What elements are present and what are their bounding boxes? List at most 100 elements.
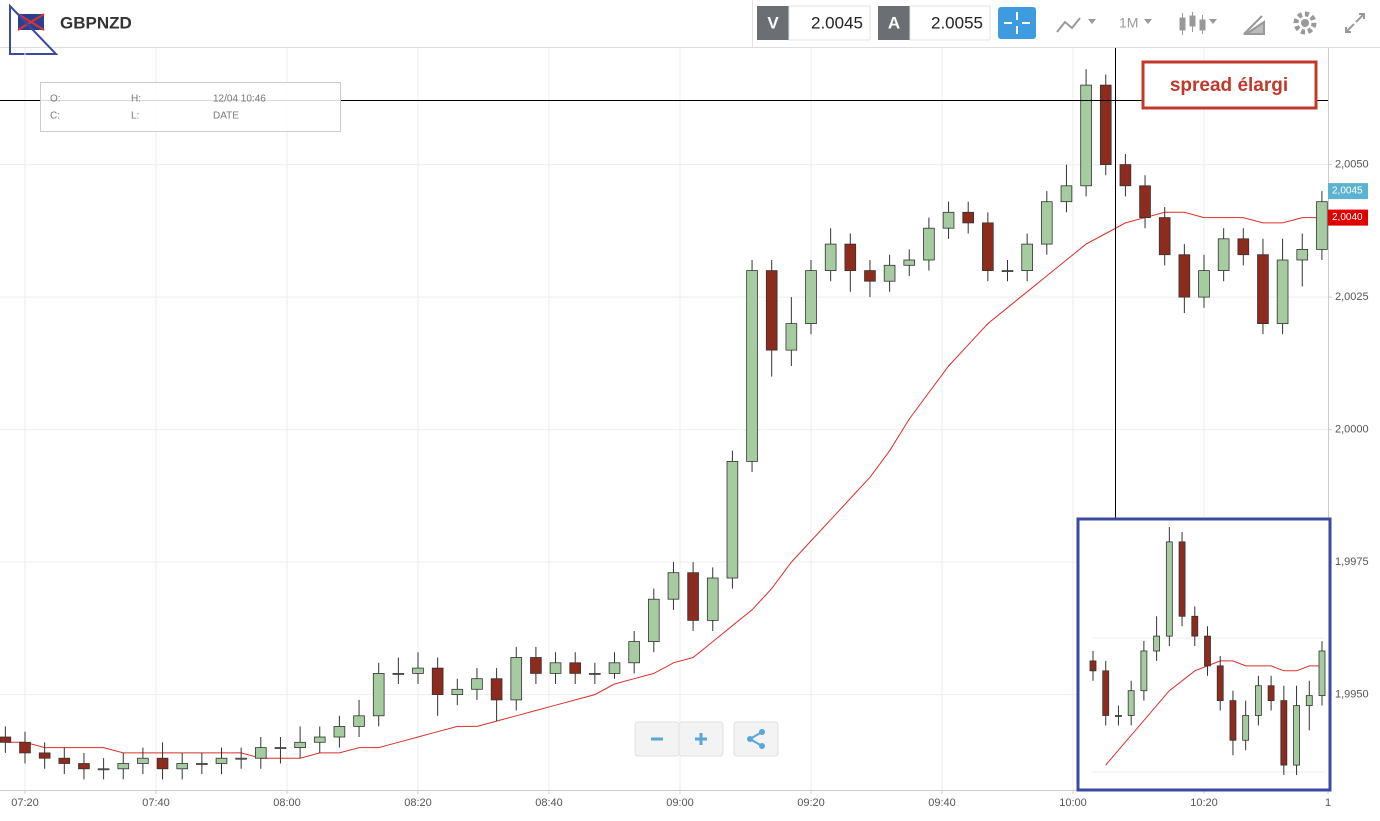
body	[628, 641, 640, 664]
inset-body	[1280, 700, 1288, 766]
crosshair-icon	[1004, 12, 1030, 34]
body	[0, 736, 12, 743]
x-tick-label: 10:20	[1190, 797, 1218, 809]
inset-body	[1140, 650, 1148, 692]
body	[156, 757, 169, 770]
x-tick-label: 09:00	[666, 797, 694, 809]
plus-icon	[695, 733, 707, 745]
bid-box	[788, 5, 871, 41]
body	[78, 763, 90, 770]
inset-moving-average	[1105, 660, 1322, 766]
timeframe[interactable]: 1M	[1119, 15, 1138, 31]
body	[97, 768, 110, 771]
settings-hub	[1301, 19, 1309, 27]
body	[1276, 259, 1289, 324]
body	[1257, 254, 1269, 324]
separator	[752, 0, 753, 47]
inset-body	[1089, 660, 1097, 672]
body	[1198, 270, 1210, 298]
body	[962, 211, 975, 224]
ask-price: 2.0055	[931, 13, 983, 32]
body	[215, 757, 228, 764]
y-tick-label: 2,0025	[1335, 291, 1369, 303]
body	[137, 757, 149, 764]
info-open-label: O:	[50, 94, 61, 105]
body	[667, 572, 680, 600]
info-box	[40, 82, 341, 132]
x-tick-label: 07:20	[11, 797, 39, 809]
body	[569, 662, 582, 674]
bid-price: 2.0045	[811, 13, 863, 32]
body	[824, 243, 837, 272]
ask-label: A	[888, 13, 900, 32]
body	[864, 270, 876, 282]
body	[1001, 270, 1014, 273]
annotation-box	[1141, 60, 1318, 110]
body	[1040, 201, 1053, 245]
body	[903, 259, 916, 266]
body	[117, 763, 130, 770]
share-dot	[759, 743, 765, 749]
price-axis-panel	[1328, 48, 1380, 821]
body	[1119, 164, 1132, 187]
body	[372, 673, 385, 717]
body	[706, 577, 719, 621]
body	[1296, 248, 1309, 261]
body	[38, 752, 51, 759]
share-button[interactable]	[733, 721, 779, 757]
settings-icon[interactable]	[1293, 11, 1317, 35]
body	[1021, 243, 1033, 272]
share-dot	[759, 729, 765, 735]
y-tick-label: 2,0050	[1335, 159, 1369, 171]
toolbar	[0, 0, 1380, 47]
ask-badge[interactable]	[878, 6, 910, 40]
x-tick-label: 07:40	[142, 797, 170, 809]
inset-plot	[1089, 527, 1326, 775]
body	[431, 667, 444, 695]
axes: 1,9950 1,9975 2,0000 2,0025 2,0050 07:20 07:40…	[11, 159, 1368, 809]
body	[647, 598, 660, 643]
body	[333, 726, 346, 738]
body	[235, 757, 247, 760]
body	[1099, 84, 1112, 165]
price-tag	[1328, 209, 1368, 226]
zoom-inset	[1076, 517, 1332, 792]
body	[785, 323, 798, 351]
inset-body	[1305, 695, 1313, 706]
dropdown-arrow	[1209, 19, 1217, 24]
body	[1316, 201, 1328, 250]
candle-type-icon[interactable]	[1179, 12, 1206, 35]
inset-body	[1242, 715, 1250, 741]
dropdown-arrow	[1088, 19, 1096, 24]
info-time: 12/04 10:46	[213, 94, 266, 105]
x-tick-label: 08:20	[404, 797, 432, 809]
body	[530, 657, 542, 674]
body	[58, 757, 71, 764]
fullscreen-icon[interactable]	[1345, 13, 1365, 33]
body	[1178, 254, 1191, 298]
drawing-icon[interactable]	[1242, 15, 1265, 35]
info-date-label: DATE	[213, 111, 239, 122]
body	[608, 662, 621, 674]
body	[1217, 238, 1230, 272]
x-tick-label: 09:20	[797, 797, 825, 809]
inset-body	[1178, 541, 1186, 617]
price-tag-label: 2,0040	[1332, 212, 1363, 223]
inset-body	[1267, 685, 1275, 701]
body	[471, 678, 483, 690]
plot	[0, 69, 1328, 780]
body	[1237, 238, 1250, 256]
bid-badge[interactable]	[757, 6, 789, 40]
indicator-icon[interactable]	[1056, 17, 1081, 33]
body	[510, 657, 523, 701]
crosshair-button[interactable]	[998, 7, 1036, 39]
body	[1139, 185, 1151, 219]
inset-body	[1216, 665, 1224, 702]
inset-body	[1115, 715, 1122, 717]
price-tag-label: 2,0045	[1332, 186, 1363, 197]
info-close-label: C:	[50, 111, 60, 122]
inset-body	[1254, 685, 1262, 716]
inset-body	[1318, 650, 1326, 697]
